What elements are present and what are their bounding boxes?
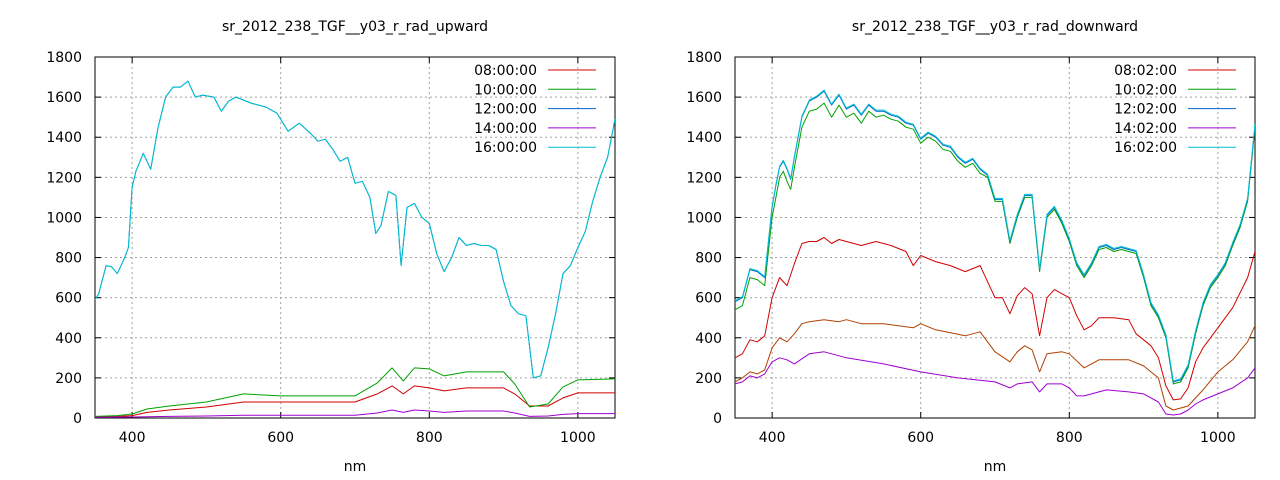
- chart-panel-2: 400 600 800 1000 0 200 400 600 800 1000 1200 1400 16…: [686, 19, 1256, 475]
- series-line-4: [95, 409, 615, 418]
- y-tick-label: 1000: [686, 210, 722, 226]
- legend-label: 08:02:00: [1114, 63, 1177, 79]
- x-axis-label: nm: [344, 459, 367, 475]
- x-tick-label: 400: [759, 430, 786, 446]
- legend-label: 08:00:00: [474, 63, 537, 79]
- series-line-1: [95, 385, 615, 418]
- legend-label: 10:02:00: [1114, 82, 1177, 98]
- series-line-5: [735, 89, 1255, 382]
- series-line-2: [95, 367, 615, 417]
- series-line-4: [735, 351, 1255, 416]
- x-tick-label: 600: [267, 430, 294, 446]
- y-tick-label: 1800: [686, 50, 722, 66]
- legend-label: 12:02:00: [1114, 102, 1177, 118]
- x-axis-label: nm: [984, 459, 1007, 475]
- x-tick-label: 400: [119, 430, 146, 446]
- y-tick-label: 1200: [46, 170, 82, 186]
- y-tick-label: 1800: [46, 50, 82, 66]
- y-tick-label: 1000: [46, 210, 82, 226]
- y-tick-label: 400: [695, 331, 722, 347]
- y-tick-label: 800: [55, 251, 82, 267]
- legend-label: 10:00:00: [474, 82, 537, 98]
- y-tick-label: 0: [73, 411, 82, 427]
- chart-title: sr_2012_238_TGF__y03_r_rad_upward: [222, 19, 488, 35]
- y-tick-label: 800: [695, 251, 722, 267]
- plot-frame: [94, 56, 616, 419]
- y-tick-label: 200: [55, 371, 82, 387]
- legend-label: 12:00:00: [474, 102, 537, 118]
- y-tick-label: 1200: [686, 170, 722, 186]
- legend-label: 14:02:00: [1114, 121, 1177, 137]
- series-line-5: [95, 80, 615, 379]
- chart-panel-1: 400 600 800 1000 0 200 400 600 800 1000 1200 1400 16…: [46, 19, 616, 475]
- y-tick-label: 1600: [46, 90, 82, 106]
- x-tick-label: 600: [907, 430, 934, 446]
- x-tick-label: 1000: [560, 430, 596, 446]
- legend-label: 14:00:00: [474, 121, 537, 137]
- series-line-3: [735, 90, 1255, 383]
- series-line-6: [735, 319, 1255, 411]
- series-line-3: [95, 80, 615, 379]
- plot-frame: [734, 56, 1256, 419]
- x-tick-label: 800: [416, 430, 443, 446]
- y-tick-label: 1400: [686, 130, 722, 146]
- x-tick-label: 1000: [1200, 430, 1236, 446]
- series-line-2: [735, 102, 1255, 385]
- y-tick-label: 600: [55, 291, 82, 307]
- y-tick-label: 0: [713, 411, 722, 427]
- chart-title: sr_2012_238_TGF__y03_r_rad_downward: [852, 19, 1138, 35]
- series-line-1: [735, 237, 1255, 401]
- y-tick-label: 1600: [686, 90, 722, 106]
- y-tick-label: 600: [695, 291, 722, 307]
- legend-label: 16:02:00: [1114, 140, 1177, 156]
- y-tick-label: 400: [55, 331, 82, 347]
- y-tick-label: 200: [695, 371, 722, 387]
- x-tick-label: 800: [1056, 430, 1083, 446]
- y-tick-label: 1400: [46, 130, 82, 146]
- legend-label: 16:00:00: [474, 140, 537, 156]
